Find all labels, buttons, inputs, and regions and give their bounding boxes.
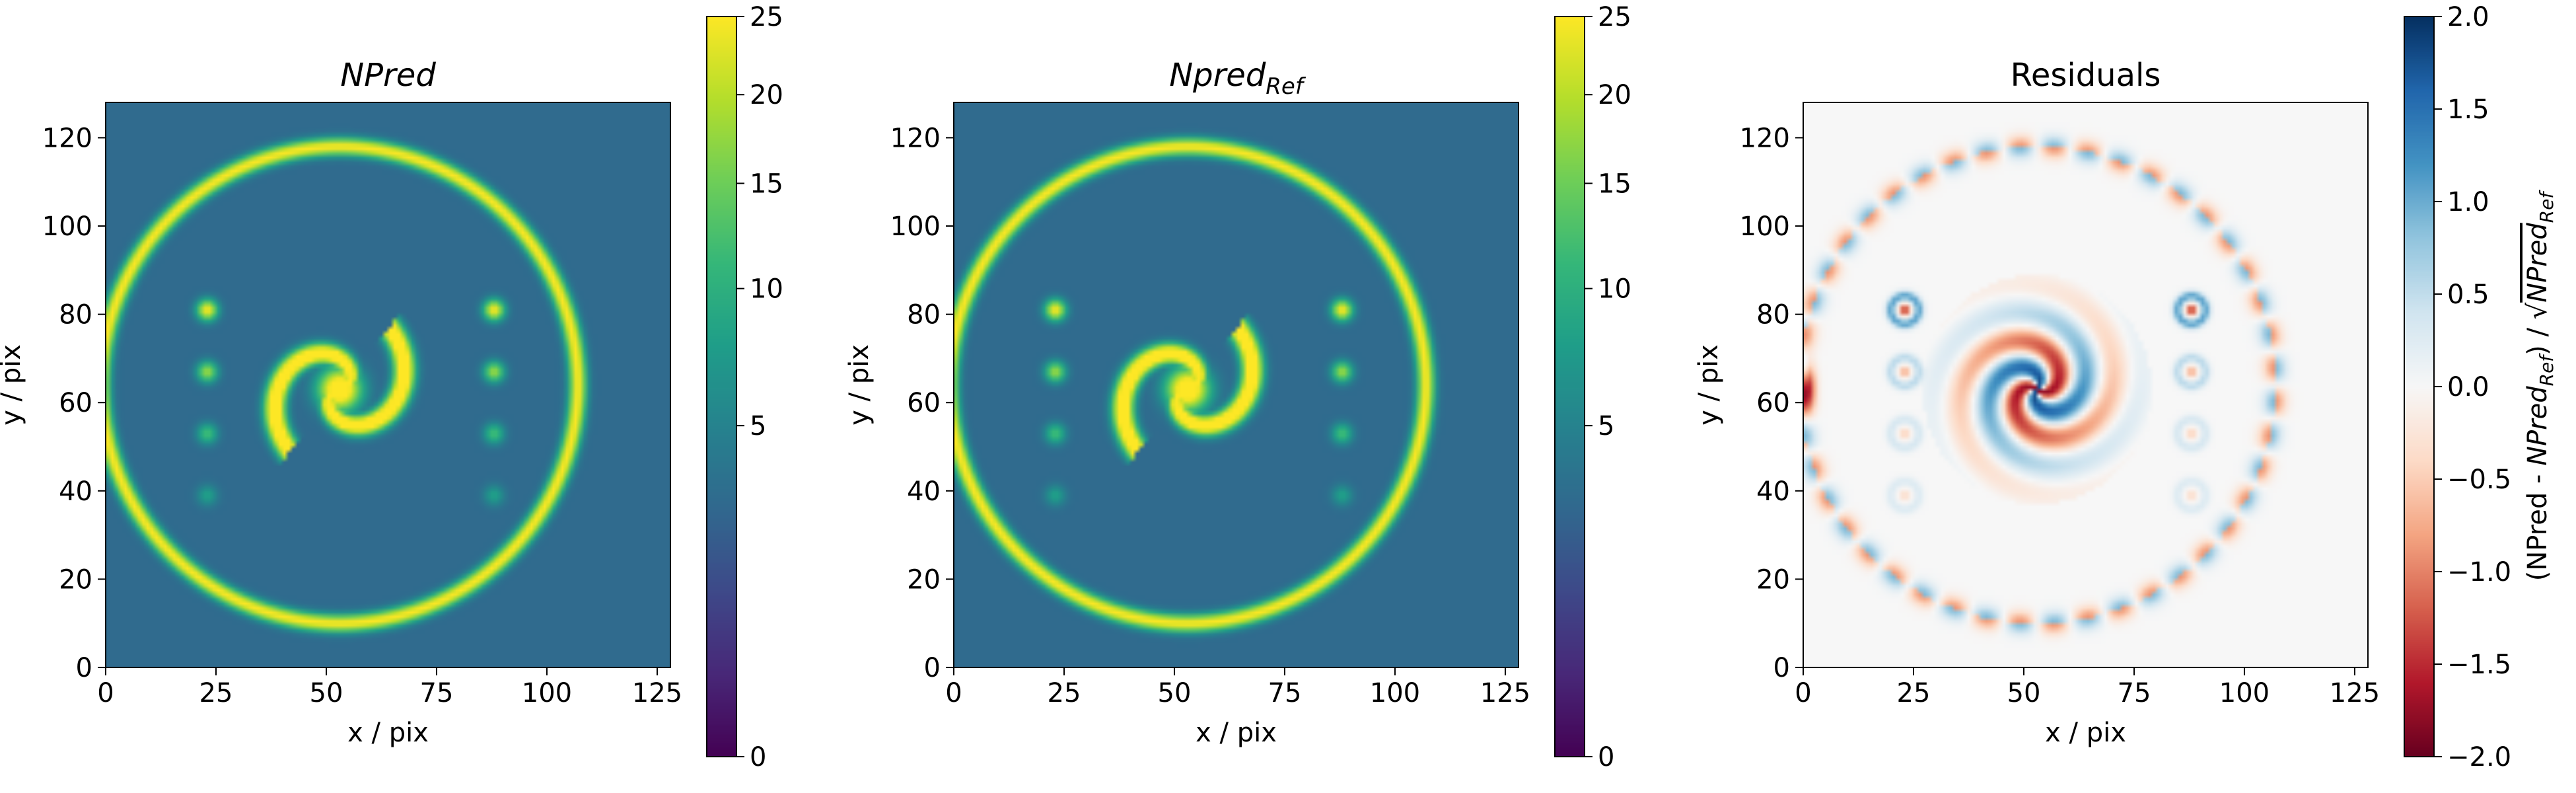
panel-title: NPred — [340, 57, 436, 94]
x-tick-label: 25 — [199, 678, 233, 708]
colorbar-gradient — [1555, 17, 1585, 757]
y-tick-label: 120 — [890, 123, 941, 153]
y-tick-label: 100 — [42, 211, 92, 242]
y-tick-label: 20 — [59, 564, 92, 595]
y-tick-label: 60 — [907, 388, 941, 418]
panel-title: Residuals — [2011, 57, 2161, 94]
x-tick-label: 75 — [1268, 678, 1302, 708]
colorbar-tick-label: 0.0 — [2447, 372, 2489, 402]
y-tick-label: 0 — [1773, 653, 1790, 683]
colorbar-tick-label: 25 — [750, 2, 783, 32]
colorbar-tick-label: −1.5 — [2447, 650, 2511, 680]
colorbar-tick-label: 1.0 — [2447, 187, 2489, 217]
panel-title: NpredRef — [1169, 57, 1306, 100]
colorbar-gradient — [2404, 17, 2434, 757]
y-tick-label: 20 — [1756, 564, 1790, 595]
y-tick-label: 100 — [1740, 211, 1790, 242]
colorbar-tick-label: 20 — [1598, 80, 1631, 110]
heatmap-image — [106, 102, 670, 667]
colorbar-tick-label: 20 — [750, 80, 783, 110]
colorbar-tick-label: 10 — [750, 274, 783, 305]
x-tick-label: 0 — [945, 678, 962, 708]
heatmap-image — [1803, 102, 2368, 667]
colorbar-tick-label: 0.5 — [2447, 280, 2489, 310]
x-tick-label: 25 — [1048, 678, 1081, 708]
colorbar-frame — [706, 16, 737, 757]
y-tick-label: 120 — [1740, 123, 1790, 153]
y-tick-label: 60 — [59, 388, 92, 418]
x-tick-label: 50 — [2007, 678, 2041, 708]
y-axis-label: y / pix — [844, 344, 875, 426]
colorbar-label: (NPred - NPredRef) / √NPredRef — [2522, 190, 2558, 582]
colorbar-tick-label: 0 — [750, 742, 766, 773]
colorbar-tick-label: 5 — [750, 411, 766, 441]
plot-frame — [105, 102, 671, 668]
x-axis-label: x / pix — [347, 718, 429, 748]
y-tick-label: 60 — [1756, 388, 1790, 418]
x-tick-label: 0 — [97, 678, 114, 708]
x-tick-label: 0 — [1795, 678, 1811, 708]
x-tick-label: 125 — [632, 678, 682, 708]
x-tick-label: 25 — [1897, 678, 1931, 708]
colorbar-tick-label: −1.0 — [2447, 557, 2511, 587]
y-tick-label: 20 — [907, 564, 941, 595]
colorbar-tick-label: 1.5 — [2447, 94, 2489, 125]
y-tick-label: 80 — [59, 300, 92, 330]
x-tick-label: 50 — [310, 678, 343, 708]
plot-frame — [1803, 102, 2369, 668]
y-tick-label: 40 — [907, 476, 941, 507]
colorbar-tick-label: −0.5 — [2447, 465, 2511, 495]
x-tick-label: 50 — [1158, 678, 1192, 708]
colorbar-tick-label: 2.0 — [2447, 2, 2489, 32]
colorbar-tick-label: 15 — [750, 169, 783, 199]
y-tick-label: 80 — [907, 300, 941, 330]
panel-3: 0 25 50 75 100 125 0 20 40 60 80 100 120 x / pix y / p… — [1694, 2, 2558, 773]
x-tick-label: 100 — [1370, 678, 1420, 708]
colorbar-gradient — [707, 17, 736, 757]
y-tick-label: 0 — [76, 653, 92, 683]
x-axis-label: x / pix — [2045, 718, 2126, 748]
x-tick-label: 75 — [2118, 678, 2151, 708]
x-tick-label: 75 — [420, 678, 454, 708]
x-tick-label: 100 — [2219, 678, 2270, 708]
colorbar-tick-label: 10 — [1598, 274, 1631, 305]
colorbar-tick-label: 15 — [1598, 169, 1631, 199]
colorbar-tick-label: 0 — [1598, 742, 1614, 773]
colorbar-tick-label: −2.0 — [2447, 742, 2511, 773]
y-tick-label: 120 — [42, 123, 92, 153]
x-tick-label: 125 — [2330, 678, 2380, 708]
x-tick-label: 100 — [522, 678, 572, 708]
y-tick-label: 100 — [890, 211, 941, 242]
colorbar-frame — [1554, 16, 1585, 757]
y-tick-label: 40 — [59, 476, 92, 507]
colorbar-tick-label: 25 — [1598, 2, 1631, 32]
y-tick-label: 0 — [924, 653, 941, 683]
y-axis-label: y / pix — [1694, 344, 1724, 426]
y-tick-label: 40 — [1756, 476, 1790, 507]
y-axis-label: y / pix — [0, 344, 26, 426]
heatmap-image — [954, 102, 1519, 667]
colorbar-label-text: (NPred - NPredRef) / √NPredRef — [2522, 190, 2558, 582]
colorbar-tick-label: 5 — [1598, 411, 1614, 441]
x-tick-label: 125 — [1480, 678, 1530, 708]
x-axis-label: x / pix — [1196, 718, 1277, 748]
plot-frame — [953, 102, 1519, 668]
y-tick-label: 80 — [1756, 300, 1790, 330]
